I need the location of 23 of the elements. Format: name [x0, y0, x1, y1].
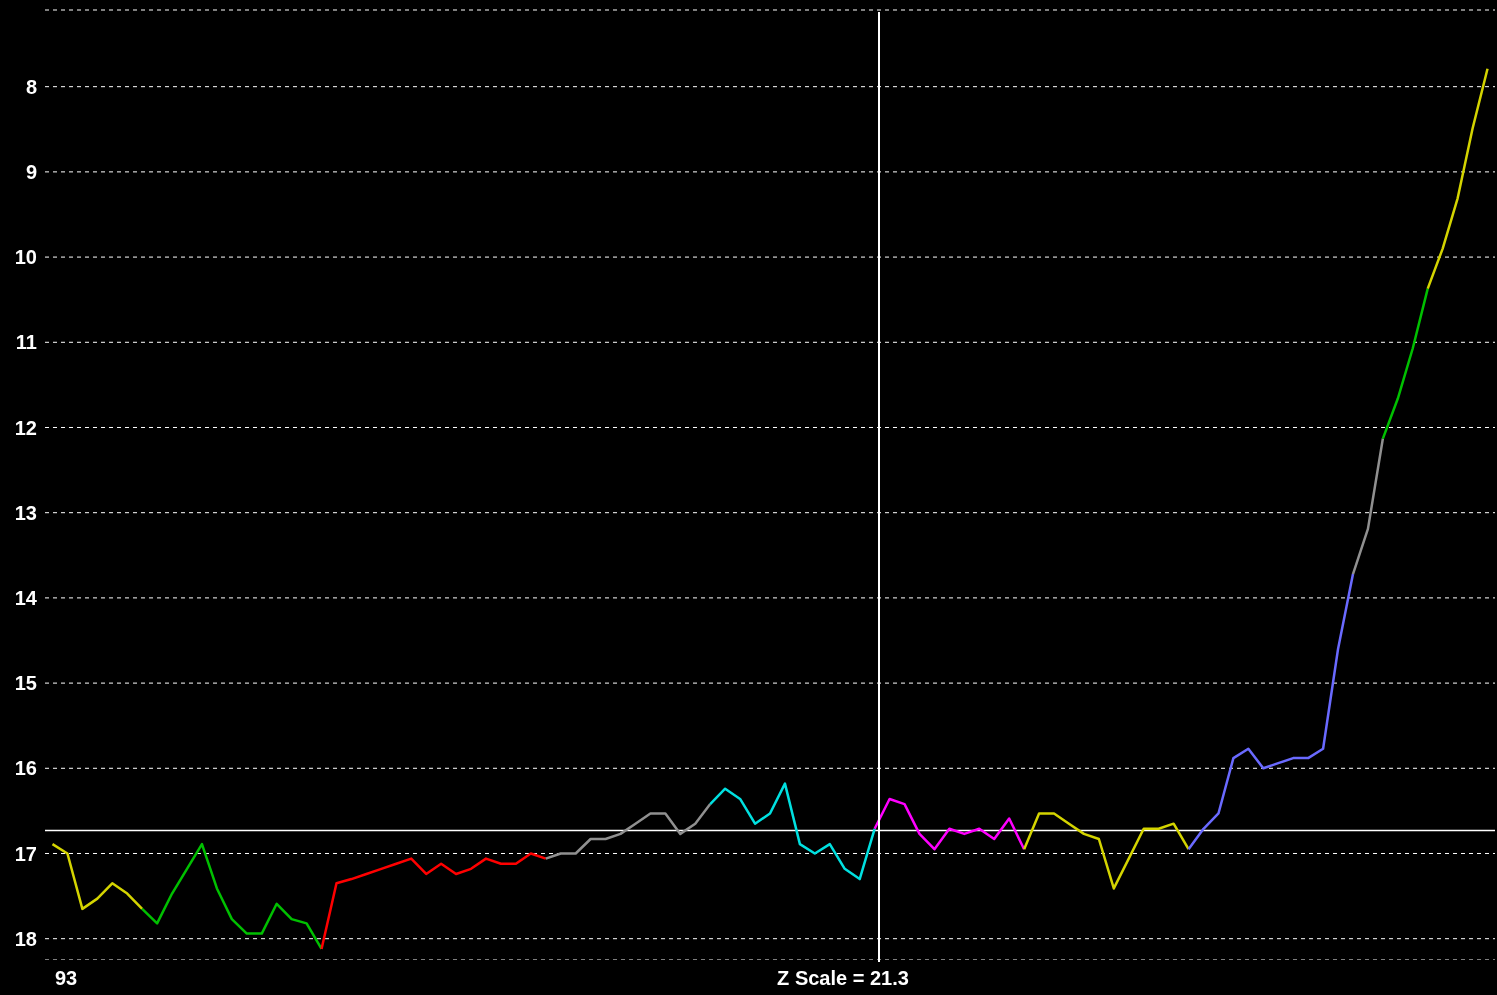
- y-tick-label: 10: [14, 246, 37, 269]
- y-tick-label: 15: [14, 672, 37, 695]
- line-series: [1426, 67, 1489, 290]
- y-tick-label: 12: [14, 416, 37, 439]
- y-tick-label: 8: [25, 75, 37, 98]
- y-tick-label: 9: [25, 160, 37, 183]
- text: Z Scale = 21.3: [776, 967, 910, 990]
- line-series: [1022, 812, 1190, 890]
- y-tick-label: 14: [14, 586, 38, 609]
- text: 93: [55, 967, 78, 990]
- line-series: [544, 802, 712, 860]
- line-series: [873, 797, 1026, 851]
- line-series: [140, 842, 323, 951]
- y-tick-label: 17: [14, 842, 37, 865]
- y-tick-label: 11: [15, 331, 37, 354]
- y-tick-label: 16: [14, 757, 37, 780]
- line-series: [1381, 287, 1429, 440]
- line-series: [320, 852, 548, 951]
- y-tick-label: 13: [14, 501, 37, 524]
- line-series: [1187, 572, 1355, 851]
- y-tick-label: 18: [14, 927, 37, 950]
- line-series: [51, 842, 144, 911]
- line-series: [708, 782, 876, 881]
